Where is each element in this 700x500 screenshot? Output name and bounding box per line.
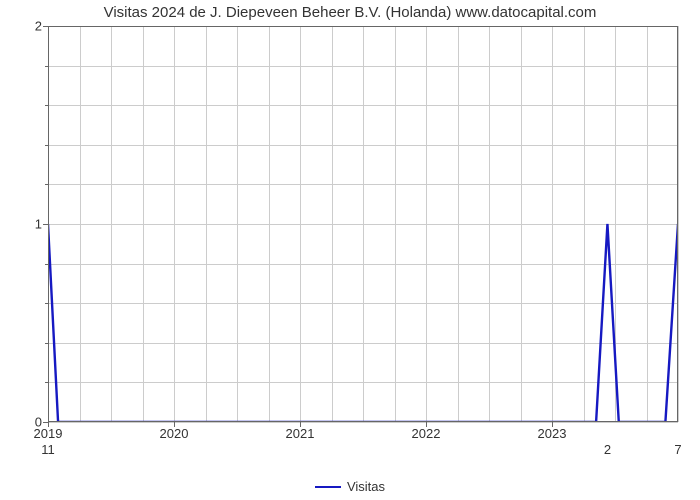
axis-border — [48, 26, 678, 422]
x-tick-mark — [552, 422, 553, 427]
x-tick-mark — [426, 422, 427, 427]
x-tick-label: 2020 — [160, 426, 189, 441]
x-tick-label: 2019 — [34, 426, 63, 441]
x-tick-mark — [300, 422, 301, 427]
y-tick-mark — [43, 224, 48, 225]
x-tick-label: 2021 — [286, 426, 315, 441]
y-tick-label: 1 — [35, 217, 42, 232]
y-tick-mark-minor — [45, 264, 48, 265]
y-tick-mark-minor — [45, 303, 48, 304]
y-tick-mark-minor — [45, 382, 48, 383]
x-tick-mark — [174, 422, 175, 427]
chart-container: { "chart": { "type": "line", "title": "V… — [0, 0, 700, 500]
legend: Visitas — [0, 478, 700, 494]
secondary-x-label: 7 — [674, 442, 681, 457]
secondary-x-label: 11 — [41, 442, 55, 457]
x-tick-mark — [48, 422, 49, 427]
legend-label: Visitas — [347, 479, 385, 494]
y-tick-mark-minor — [45, 145, 48, 146]
y-tick-mark-minor — [45, 66, 48, 67]
y-tick-mark-minor — [45, 184, 48, 185]
grid-horizontal — [48, 422, 678, 423]
plot-area: 012 20192020202120222023 1127 — [48, 26, 678, 422]
x-tick-label: 2022 — [412, 426, 441, 441]
legend-swatch — [315, 486, 341, 488]
secondary-x-label: 2 — [604, 442, 611, 457]
y-tick-mark-minor — [45, 105, 48, 106]
chart-title: Visitas 2024 de J. Diepeveen Beheer B.V.… — [0, 4, 700, 21]
x-tick-label: 2023 — [538, 426, 567, 441]
y-tick-label: 2 — [35, 19, 42, 34]
grid-vertical — [678, 26, 679, 422]
y-tick-mark — [43, 26, 48, 27]
y-tick-mark-minor — [45, 343, 48, 344]
